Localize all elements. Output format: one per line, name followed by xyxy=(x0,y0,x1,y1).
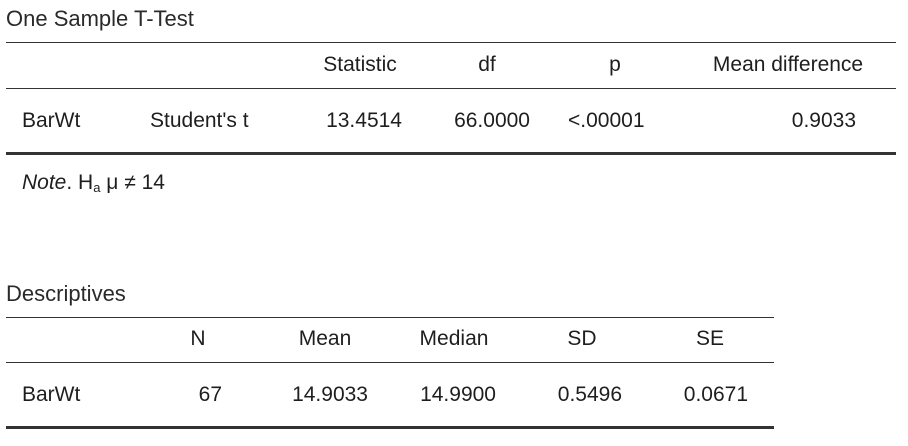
ttest-row-variable: BarWt xyxy=(22,109,81,132)
descriptives-row-se: 0.0671 xyxy=(683,383,748,406)
ttest-row-test: Student's t xyxy=(150,109,249,132)
ttest-row-df: 66.0000 xyxy=(454,109,530,132)
descriptives-row-median: 14.9900 xyxy=(420,383,496,406)
descriptives-header-n: N xyxy=(190,327,206,350)
ttest-header-statistic: Statistic xyxy=(323,53,397,76)
note-subscript: a xyxy=(93,180,101,195)
descriptives-header-se: SE xyxy=(695,327,725,350)
descriptives-top-rule xyxy=(6,317,774,318)
ttest-note: Note. Ha μ ≠ 14 xyxy=(22,171,165,195)
descriptives-header-median: Median xyxy=(419,327,489,350)
descriptives-row-variable: BarWt xyxy=(22,383,81,406)
ttest-header-rule xyxy=(6,88,896,89)
ttest-header-df: df xyxy=(478,53,496,76)
note-text: . H xyxy=(66,171,94,194)
descriptives-header-mean: Mean xyxy=(298,327,352,350)
descriptives-row-mean: 14.9033 xyxy=(292,383,368,406)
descriptives-bottom-rule xyxy=(6,426,774,429)
ttest-top-rule xyxy=(6,42,896,43)
ttest-header-p: p xyxy=(609,53,621,76)
ttest-title: One Sample T-Test xyxy=(6,6,194,31)
descriptives-title: Descriptives xyxy=(6,281,126,306)
note-rest: μ ≠ 14 xyxy=(100,171,165,194)
ttest-header-mean-difference: Mean difference xyxy=(712,53,864,76)
ttest-row-mean-difference: 0.9033 xyxy=(791,109,856,132)
note-label: Note xyxy=(22,171,67,194)
descriptives-header-sd: SD xyxy=(567,327,597,350)
descriptives-header-rule xyxy=(6,362,774,363)
descriptives-row-sd: 0.5496 xyxy=(557,383,622,406)
ttest-row-statistic: 13.4514 xyxy=(326,109,402,132)
descriptives-row-n: 67 xyxy=(198,383,222,406)
ttest-bottom-rule xyxy=(6,152,896,155)
ttest-row-p: <.00001 xyxy=(568,109,645,132)
